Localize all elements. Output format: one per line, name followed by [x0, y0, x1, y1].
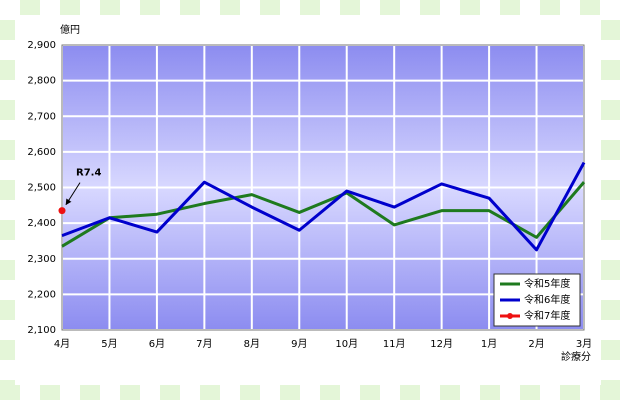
legend-label: 令和6年度 [524, 293, 570, 306]
x-tick-label: 2月 [528, 338, 544, 350]
x-tick-label: 4月 [54, 338, 70, 350]
x-tick-label: 9月 [291, 338, 307, 350]
legend-dot [507, 313, 513, 319]
plot-border [61, 44, 585, 331]
x-tick-label: 11月 [383, 338, 406, 350]
y-tick-label: 2,700 [27, 111, 56, 122]
annotation-arrow [65, 182, 81, 206]
legend-label: 令和5年度 [524, 277, 570, 290]
annotation: R7.4 [76, 168, 101, 179]
y-tick-label: 2,400 [27, 218, 56, 229]
x-tick-label: 1月 [481, 338, 497, 350]
y-tick-label: 2,100 [27, 325, 56, 336]
x-tick-label: 3月 [576, 338, 592, 350]
y-tick-label: 2,200 [27, 289, 56, 300]
x-tick-label: 12月 [430, 338, 453, 350]
x-tick-label: 10月 [335, 338, 358, 350]
y-tick-label: 2,500 [27, 183, 56, 194]
point [58, 207, 66, 215]
x-tick-label: 6月 [149, 338, 165, 350]
x-tick-label: 8月 [244, 338, 260, 350]
x-tick-label: 5月 [101, 338, 117, 350]
y-tick-label: 2,800 [27, 76, 56, 87]
line [61, 181, 586, 248]
y-tick-label: 2,300 [27, 254, 56, 265]
y-tick-label: 2,900 [27, 40, 56, 51]
x-unit: 診療分 [561, 350, 591, 363]
legend-label: 令和7年度 [524, 309, 570, 322]
y-unit: 億円 [60, 23, 80, 36]
line [61, 161, 586, 252]
x-tick-label: 7月 [196, 338, 212, 350]
y-tick-label: 2,600 [27, 147, 56, 158]
